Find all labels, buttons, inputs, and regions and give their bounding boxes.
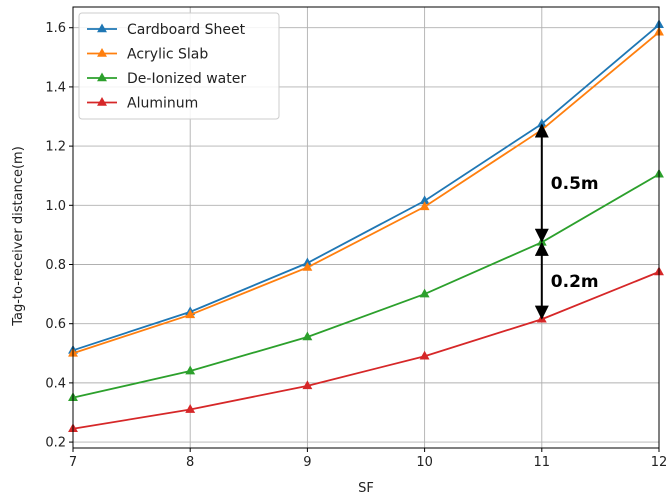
data-point-de-ionized-water: [185, 365, 196, 375]
legend-label: De-Ionized water: [127, 71, 246, 87]
data-point-aluminum: [185, 404, 196, 413]
data-point-de-ionized-water: [419, 288, 430, 298]
series-layer: [68, 19, 664, 433]
legend-marker: [97, 97, 107, 106]
legend-marker: [97, 48, 107, 57]
y-tick-label: 1.6: [45, 21, 66, 36]
data-point-acrylic-slab: [302, 261, 313, 271]
data-point-aluminum: [302, 380, 313, 390]
x-tick-label: 8: [186, 455, 194, 470]
x-tick-label: 11: [534, 455, 551, 470]
x-tick-label: 12: [651, 455, 668, 470]
y-tick-label: 0.2: [45, 436, 66, 451]
x-tick-label: 10: [416, 455, 433, 470]
y-tick-label: 1.4: [45, 80, 66, 95]
legend-label: Cardboard Sheet: [127, 22, 246, 38]
data-point-cardboard-sheet: [302, 257, 313, 267]
x-tick-label: 9: [303, 455, 311, 470]
legend-box: [78, 12, 280, 120]
legend: Cardboard Sheet Acrylic Slab De-Ionized wa…: [78, 12, 280, 120]
y-tick-label: 0.4: [45, 376, 66, 391]
tick-layer: 7 8 9 10 11 12 0.2 0.4 0.6 0.8 1.0 1.2 1.4 1.6: [45, 21, 667, 470]
series-line-aluminum: [72, 271, 660, 430]
y-tick-label: 0.8: [45, 258, 66, 273]
x-tick-label: 7: [69, 455, 77, 470]
data-point-acrylic-slab: [185, 309, 196, 319]
x-axis-label: SF: [358, 481, 374, 495]
series-line-de-ionized-water: [72, 173, 660, 399]
annotation-layer: 0.5m 0.2m: [534, 123, 599, 320]
annotation-label: 0.2m: [551, 272, 599, 292]
legend-item: Acrylic Slab: [87, 47, 208, 63]
legend-item: Aluminum: [87, 96, 198, 112]
legend-marker: [97, 72, 107, 82]
series-line-cardboard-sheet: [72, 24, 660, 352]
plot-frame: [72, 6, 660, 449]
y-tick-label: 1.0: [45, 199, 66, 214]
data-point-aluminum: [419, 350, 430, 360]
data-point-de-ionized-water: [302, 331, 313, 341]
annotation-label: 0.5m: [551, 174, 599, 194]
legend-label: Aluminum: [127, 96, 198, 112]
y-tick-label: 0.6: [45, 317, 66, 332]
data-point-cardboard-sheet: [419, 195, 430, 205]
legend-marker: [97, 23, 107, 33]
legend-label: Acrylic Slab: [127, 47, 208, 63]
y-tick-label: 1.2: [45, 140, 66, 155]
legend-item: Cardboard Sheet: [87, 22, 246, 38]
legend-item: De-Ionized water: [87, 71, 246, 87]
series-line-acrylic-slab: [72, 31, 660, 355]
data-point-acrylic-slab: [419, 201, 430, 211]
y-axis-label: Tag-to-receiver distance(m): [11, 146, 26, 327]
